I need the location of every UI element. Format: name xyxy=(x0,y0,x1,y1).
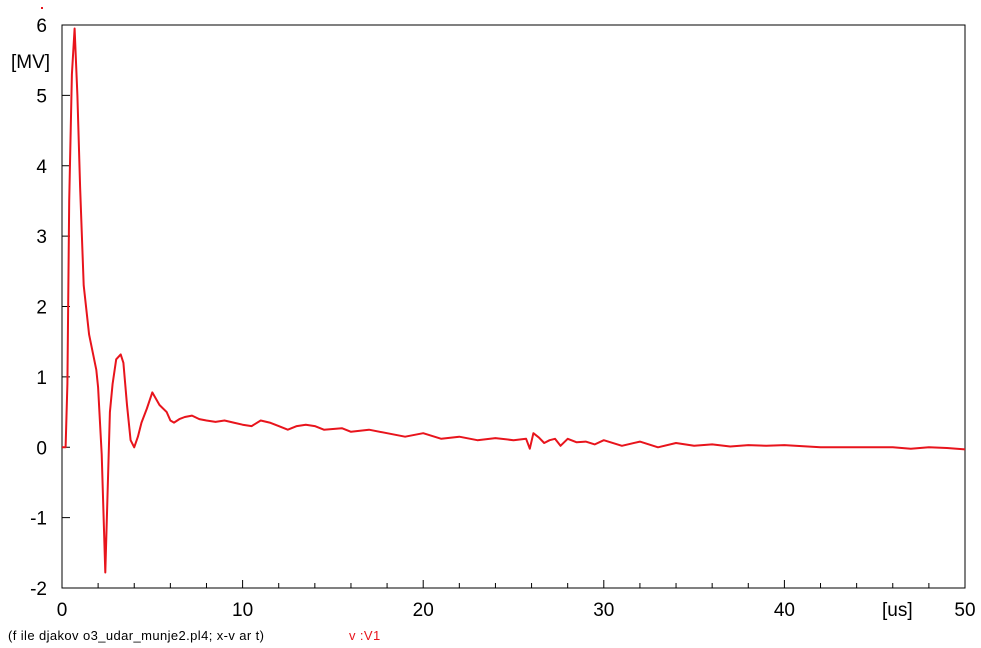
y-tick-label: -2 xyxy=(30,579,47,600)
x-tick-label: 40 xyxy=(774,600,795,621)
x-axis-ticks xyxy=(61,580,966,588)
y-tick-label: 6 xyxy=(36,16,47,37)
y-tick-label: 4 xyxy=(36,157,47,178)
footer-file-text: (f ile djakov o3_udar_munje2.pl4; x-v ar… xyxy=(8,628,264,643)
x-unit-label: [us] xyxy=(882,600,913,621)
x-tick-label: 30 xyxy=(593,600,614,621)
y-tick-label: 3 xyxy=(36,227,47,248)
x-tick-label: 50 xyxy=(954,600,975,621)
y-tick-label: -1 xyxy=(30,509,47,530)
y-tick-label: 5 xyxy=(36,86,47,107)
x-tick-label: 0 xyxy=(57,600,68,621)
corner-marker xyxy=(41,7,43,9)
x-tick-label: 10 xyxy=(232,600,253,621)
footer-variable-text: v :V1 xyxy=(349,628,381,643)
y-axis-ticks xyxy=(62,24,70,589)
series-line-v1 xyxy=(62,27,966,574)
x-tick-label: 20 xyxy=(413,600,434,621)
plot-area xyxy=(61,24,966,589)
series-group xyxy=(62,27,966,574)
y-tick-label: 1 xyxy=(36,368,47,389)
y-axis-tick-labels: -2 -1 0 1 2 3 4 5 6 xyxy=(30,16,47,600)
y-tick-label: 0 xyxy=(36,438,47,459)
y-unit-label: [MV] xyxy=(11,52,50,73)
x-axis-tick-labels: 0 10 20 30 40 50 xyxy=(57,600,976,621)
y-tick-label: 2 xyxy=(36,298,47,319)
